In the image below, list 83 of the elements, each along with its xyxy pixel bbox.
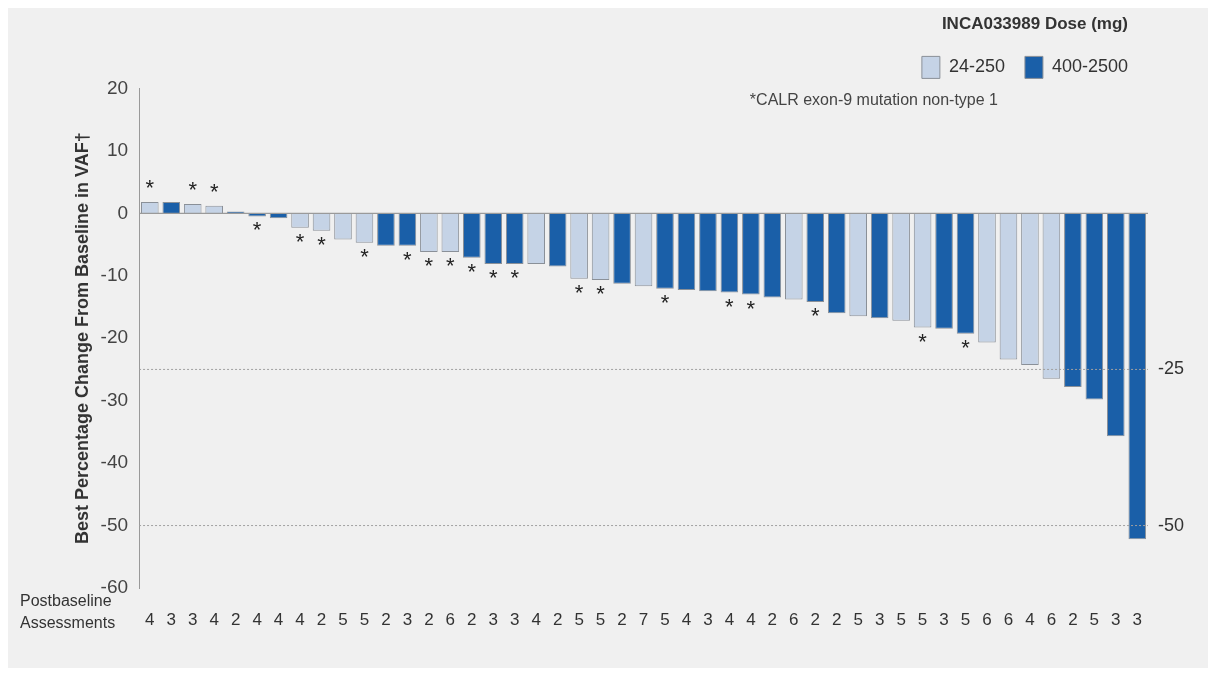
data-label: * xyxy=(510,264,520,290)
data-label: * xyxy=(918,328,928,354)
data-label: * xyxy=(961,334,971,360)
x-tick-label: 3 xyxy=(187,609,198,629)
x-tick-label: 3 xyxy=(939,609,949,629)
y-tick-label: -30 xyxy=(100,388,129,410)
data-label: * xyxy=(725,293,735,319)
x-tick-label: 3 xyxy=(1132,609,1142,629)
data-label: * xyxy=(596,281,606,307)
x-tick-label: 4 xyxy=(681,609,692,629)
data-label: * xyxy=(660,289,670,315)
x-tick-label: 3 xyxy=(166,609,176,629)
data-label: * xyxy=(746,295,756,321)
data-label: * xyxy=(403,246,413,272)
x-tick-label: 4 xyxy=(746,609,756,629)
x-tick-label: 4 xyxy=(531,609,541,629)
data-label: * xyxy=(424,253,434,279)
y-tick-label: -40 xyxy=(100,451,129,473)
x-tick-label: 3 xyxy=(703,609,713,629)
annotation: *CALR exon-9 mutation non-type 1 xyxy=(749,90,999,108)
x-tick-label: 5 xyxy=(359,609,370,629)
legend-title: INCA033989 Dose (mg) xyxy=(941,14,1128,34)
x-tick-label: 6 xyxy=(1046,609,1057,629)
x-tick-label: 5 xyxy=(660,609,670,629)
x-tick-label: 3 xyxy=(402,609,413,629)
x-tick-label: 5 xyxy=(1089,609,1100,629)
x-tick-label: 4 xyxy=(145,609,155,629)
x-tick-label: 5 xyxy=(960,609,971,629)
y-axis-title: Best Percentage Change From Baseline in VAF† xyxy=(71,132,92,545)
x-tick-label: 4 xyxy=(209,609,219,629)
x-tick-label: 5 xyxy=(338,609,348,629)
x-tick-label: 2 xyxy=(381,609,391,629)
x-tick-label: 4 xyxy=(1025,609,1035,629)
data-label: * xyxy=(317,231,327,257)
x-tick-label: 2 xyxy=(230,609,241,629)
data-label: * xyxy=(295,228,305,254)
x-tick-label: 6 xyxy=(1003,609,1014,629)
y-tick-label: -10 xyxy=(100,263,129,285)
ref-line-label: -50 xyxy=(1158,514,1185,535)
data-label: * xyxy=(360,243,370,269)
data-label: * xyxy=(145,175,155,201)
x-tick-label: 4 xyxy=(724,609,735,629)
x-tick-label: 5 xyxy=(917,609,928,629)
x-tick-label: 5 xyxy=(853,609,863,629)
x-tick-label: 6 xyxy=(789,609,799,629)
x-tick-label: 6 xyxy=(982,609,992,629)
x-tick-label: 2 xyxy=(832,609,842,629)
data-label: * xyxy=(446,253,456,279)
x-tick-label: 2 xyxy=(552,609,563,629)
x-tick-label: 2 xyxy=(1068,609,1078,629)
x-tick-label: 3 xyxy=(1111,609,1121,629)
y-tick-label: 10 xyxy=(106,139,129,161)
x-tick-label: 2 xyxy=(617,609,627,629)
x-tick-label: 2 xyxy=(424,609,434,629)
legend-label: 400-2500 xyxy=(1051,56,1129,77)
x-tick-label: 2 xyxy=(467,609,477,629)
data-label: * xyxy=(467,258,477,284)
x-tick-label: 4 xyxy=(273,609,284,629)
x-tick-label: 2 xyxy=(810,609,820,629)
legend-label: 24-250 xyxy=(948,56,1005,77)
x-tick-label: 3 xyxy=(874,609,885,629)
x-tick-label: 5 xyxy=(896,609,906,629)
x-tick-label: 6 xyxy=(445,609,456,629)
x-tick-label: 7 xyxy=(638,609,649,629)
x-tick-label: 3 xyxy=(488,609,498,629)
y-tick-label: 20 xyxy=(106,76,129,98)
x-tick-label: 5 xyxy=(595,609,606,629)
data-label: * xyxy=(188,176,198,202)
data-label: * xyxy=(574,279,584,305)
ref-line-label: -25 xyxy=(1158,358,1185,379)
y-tick-label: -20 xyxy=(100,326,129,348)
x-tick-label: 3 xyxy=(510,609,520,629)
data-label: * xyxy=(488,264,498,290)
data-label: * xyxy=(209,178,219,204)
x-tick-label: 2 xyxy=(767,609,778,629)
data-label: * xyxy=(810,303,820,329)
y-tick-label: -50 xyxy=(100,513,129,535)
x-tick-label: 4 xyxy=(252,609,262,629)
x-tick-label: 4 xyxy=(295,609,305,629)
y-tick-label: 0 xyxy=(117,201,129,223)
data-label: * xyxy=(252,217,262,243)
x-tick-label: 5 xyxy=(574,609,584,629)
x-tick-label: 2 xyxy=(316,609,327,629)
